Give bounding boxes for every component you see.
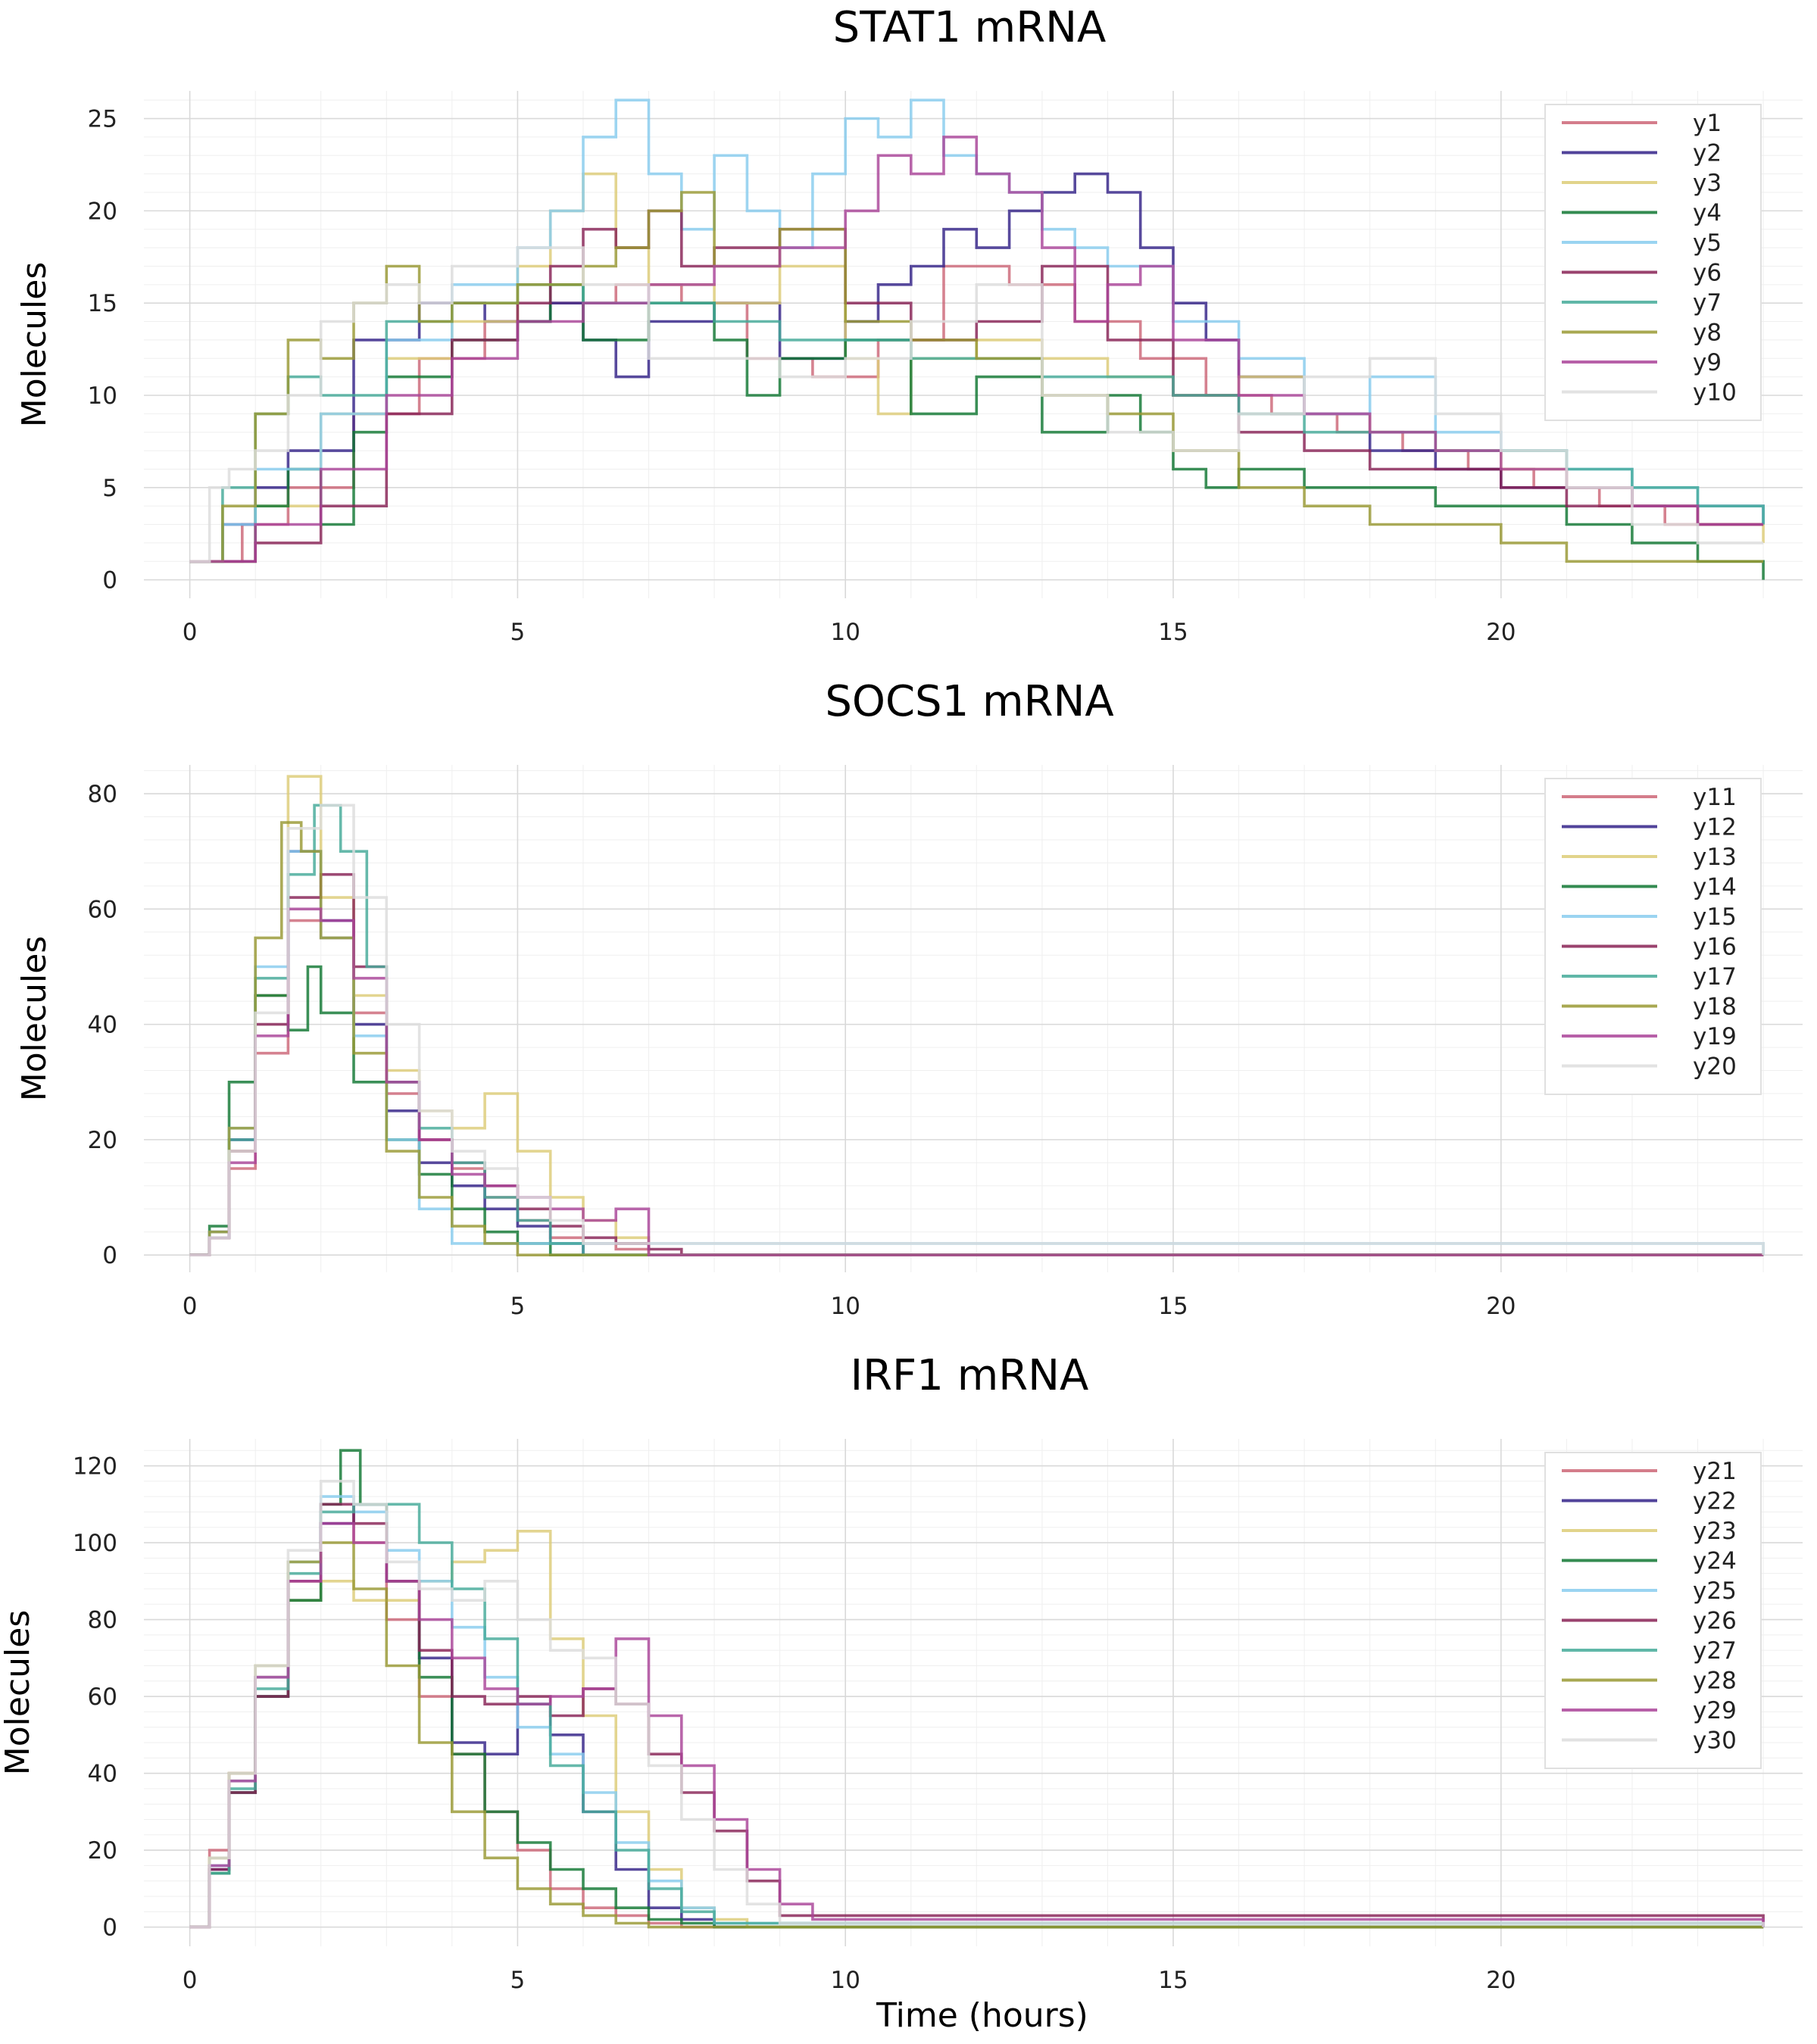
chart-title: IRF1 mRNA [851, 1351, 1089, 1400]
y-tick-label: 60 [88, 896, 117, 923]
series-line-y18 [189, 821, 1764, 1256]
y-tick-label: 0 [102, 567, 117, 594]
y-tick-label: 80 [88, 781, 117, 808]
y-tick-label: 25 [88, 106, 117, 133]
y-tick-label: 100 [73, 1530, 117, 1557]
series-lines [189, 98, 1765, 580]
series-lines [189, 775, 1765, 1256]
x-tick-label: 15 [1158, 1293, 1188, 1320]
x-tick-label: 5 [510, 619, 526, 646]
legend-label-y7: y7 [1693, 289, 1722, 317]
legend-label-y6: y6 [1693, 260, 1722, 287]
x-tick-label: 20 [1486, 619, 1516, 646]
legend-label-y13: y13 [1693, 844, 1737, 871]
series-line-y29 [189, 1521, 1765, 1929]
legend-label-y15: y15 [1693, 903, 1737, 931]
y-tick-label: 120 [73, 1453, 117, 1481]
x-tick-label: 5 [510, 1293, 526, 1320]
legend-label-y5: y5 [1693, 229, 1722, 257]
legend-label-y23: y23 [1693, 1518, 1737, 1545]
y-tick-label: 20 [88, 1837, 117, 1865]
chart-title: SOCS1 mRNA [825, 677, 1113, 726]
legend-label-y27: y27 [1693, 1637, 1737, 1665]
legend-box [1544, 1452, 1762, 1769]
legend-label-y21: y21 [1693, 1458, 1737, 1485]
legend-label-y22: y22 [1693, 1488, 1737, 1515]
y-tick-label: 80 [88, 1607, 117, 1634]
legend-label-y4: y4 [1693, 200, 1722, 227]
legend-box [1544, 778, 1762, 1095]
y-axis-label: Molecules [0, 1610, 37, 1775]
x-tick-label: 20 [1486, 1293, 1516, 1320]
legend-label-y16: y16 [1693, 934, 1737, 961]
legend-label-y8: y8 [1693, 320, 1722, 347]
legend-label-y28: y28 [1693, 1668, 1737, 1695]
x-tick-label: 0 [183, 1293, 198, 1320]
legend-label-y3: y3 [1693, 170, 1722, 197]
legend-label-y29: y29 [1693, 1697, 1737, 1724]
y-axis-label: Molecules [15, 936, 54, 1101]
legend-label-y10: y10 [1693, 379, 1737, 407]
series-line-y5 [189, 98, 1765, 563]
y-tick-label: 0 [102, 1914, 117, 1942]
y-tick-label: 20 [88, 1127, 117, 1154]
legend-label-y26: y26 [1693, 1608, 1737, 1635]
legend-box [1544, 104, 1762, 421]
x-tick-label: 0 [183, 619, 198, 646]
y-axis-label: Molecules [15, 262, 54, 427]
legend-label-y24: y24 [1693, 1548, 1737, 1575]
x-tick-label: 10 [830, 1967, 860, 1994]
legend-label-y19: y19 [1693, 1023, 1737, 1050]
series-line-y1 [189, 264, 1764, 563]
y-tick-label: 60 [88, 1684, 117, 1711]
x-tick-label: 10 [830, 619, 860, 646]
y-tick-label: 20 [88, 198, 117, 225]
x-tick-label: 5 [510, 1967, 526, 1994]
x-tick-label: 15 [1158, 619, 1188, 646]
series-line-y17 [189, 804, 1764, 1256]
series-line-y9 [189, 136, 1764, 563]
legend-label-y1: y1 [1693, 110, 1722, 137]
x-tick-label: 15 [1158, 1967, 1188, 1994]
legend-label-y30: y30 [1693, 1727, 1737, 1755]
y-tick-label: 15 [88, 290, 117, 317]
legend-label-y20: y20 [1693, 1053, 1737, 1081]
y-tick-label: 5 [102, 475, 117, 502]
irf1-panel: 0 5 10 15 20 0 20 40 60 80 100 120 IRF1 mRNA Molecule… [0, 1351, 1803, 1994]
x-tick-label: 0 [183, 1967, 198, 1994]
series-line-y30 [189, 1480, 1765, 1929]
x-tick-label: 10 [830, 1293, 860, 1320]
legend-label-y12: y12 [1693, 814, 1737, 841]
legend-label-y11: y11 [1693, 784, 1737, 811]
legend-label-y18: y18 [1693, 994, 1737, 1021]
y-tick-label: 0 [102, 1242, 117, 1269]
x-axis-label: Time (hours) [876, 1996, 1088, 2035]
legend-label-y9: y9 [1693, 349, 1722, 376]
series-line-y10 [189, 246, 1764, 563]
legend-label-y2: y2 [1693, 140, 1722, 167]
series-line-y20 [189, 804, 1765, 1256]
y-tick-label: 40 [88, 1761, 117, 1788]
legend-label-y25: y25 [1693, 1577, 1737, 1605]
legend-label-y14: y14 [1693, 874, 1737, 901]
y-tick-label: 40 [88, 1012, 117, 1039]
legend-label-y17: y17 [1693, 963, 1737, 991]
chart-title: STAT1 mRNA [833, 3, 1107, 52]
x-tick-label: 20 [1486, 1967, 1516, 1994]
y-tick-label: 10 [88, 382, 117, 410]
series-lines [189, 1449, 1765, 1929]
